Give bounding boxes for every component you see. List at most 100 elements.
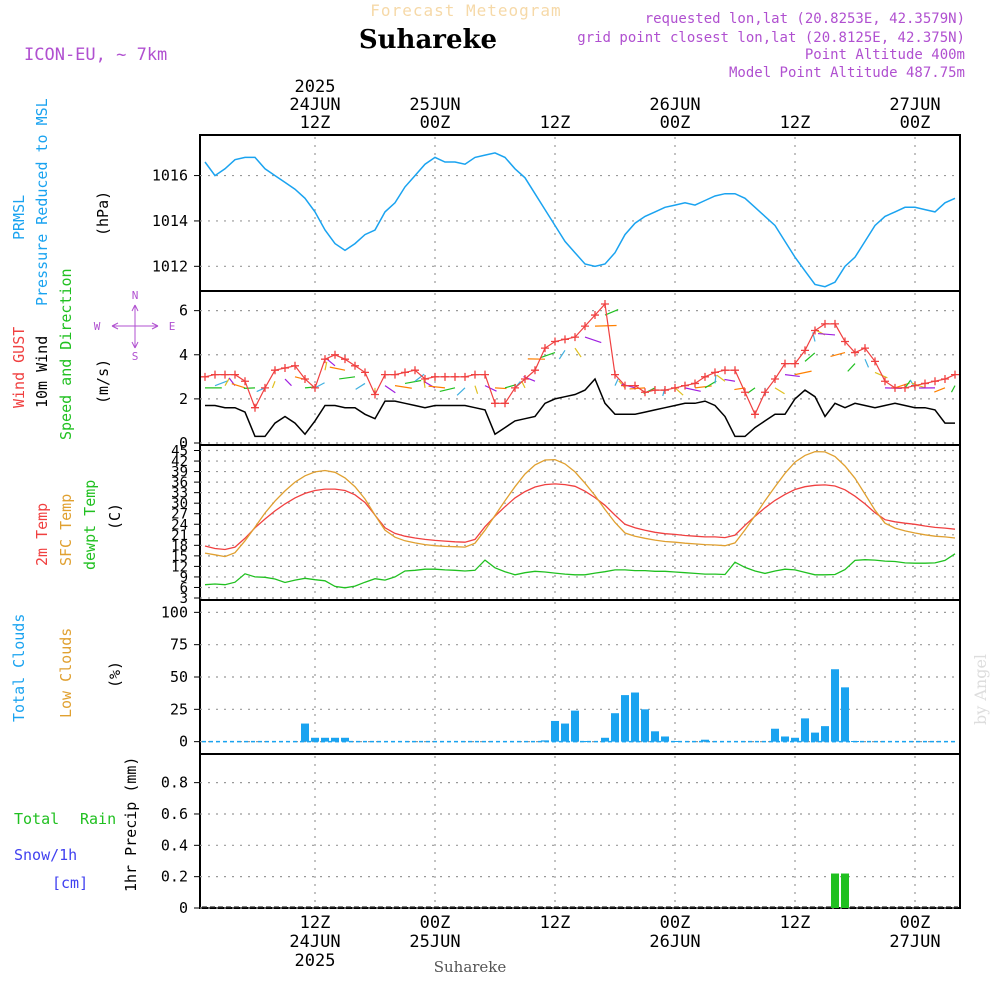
cloud-bar xyxy=(771,728,779,742)
temp-sfc-label: SFC Temp xyxy=(57,494,75,566)
top-time-label: 24JUN xyxy=(289,95,340,115)
gust-marker xyxy=(291,361,299,370)
gust-marker xyxy=(551,337,559,346)
wind-direction-arrow xyxy=(774,387,785,395)
gust-marker xyxy=(601,300,609,309)
gust-marker xyxy=(941,375,949,384)
cloud-bar xyxy=(611,713,619,742)
cloud-bar xyxy=(641,709,649,742)
wind-direction-arrow xyxy=(784,374,800,378)
gust-marker xyxy=(791,359,799,368)
wind-direction-arrow xyxy=(540,351,556,359)
y-tick-label: 6 xyxy=(180,580,188,596)
wind-direction-arrow xyxy=(694,385,712,389)
gust-marker xyxy=(561,335,569,344)
wind-direction-arrow xyxy=(894,382,910,389)
cloud-bar xyxy=(781,736,789,742)
wind-direction-arrow xyxy=(629,387,646,390)
y-tick-label: 1012 xyxy=(152,257,188,275)
wind-direction-arrow xyxy=(355,382,366,390)
bottom-time-label: 00Z xyxy=(900,913,931,933)
gust-marker xyxy=(831,319,839,328)
cloud-bar xyxy=(601,737,609,742)
y-tick-label: 0 xyxy=(179,434,188,452)
wind-direction-arrow xyxy=(456,387,466,396)
y-tick-label: 30 xyxy=(171,496,188,512)
gust-marker xyxy=(701,372,709,381)
cloud-bar xyxy=(791,737,799,742)
y-tick-label: 36 xyxy=(171,475,188,491)
gust-marker xyxy=(271,366,279,375)
precip-snow-unit: [cm] xyxy=(52,874,88,892)
cloud-bar xyxy=(821,726,829,742)
bottom-time-label: 25JUN xyxy=(409,932,460,952)
wind-speed-label: Speed and Direction xyxy=(57,268,75,440)
gust-marker xyxy=(541,344,549,353)
cloud-bar xyxy=(571,710,579,742)
gust-marker xyxy=(841,337,849,346)
y-tick-label: 12 xyxy=(171,559,188,575)
gust-marker xyxy=(591,311,599,320)
bottom-time-label: 27JUN xyxy=(889,932,940,952)
gust-marker xyxy=(881,377,889,386)
gust-marker xyxy=(521,375,529,384)
wind-direction-arrow xyxy=(950,385,956,393)
pressure-panel: 1012 1014 1016 xyxy=(152,152,956,288)
y-tick-label: 0.4 xyxy=(161,836,188,854)
model-label: ICON-EU, ~ 7km xyxy=(24,45,167,65)
gust-marker xyxy=(771,375,779,384)
wind-direction-arrow xyxy=(614,377,619,386)
compass-e: E xyxy=(169,320,176,333)
wind-direction-arrow xyxy=(439,387,456,392)
cloud-bar xyxy=(621,695,629,742)
bottom-time-label: 26JUN xyxy=(649,932,700,952)
gust-marker xyxy=(421,375,429,384)
wind-direction-arrow xyxy=(674,387,684,396)
gust-marker xyxy=(431,372,439,381)
precip-total-label: Total xyxy=(14,810,59,828)
gust-marker xyxy=(761,388,769,397)
wind-direction-arrow xyxy=(704,380,717,389)
gust-marker xyxy=(231,370,239,379)
gust-marker xyxy=(691,379,699,388)
y-tick-label: 100 xyxy=(161,603,188,621)
wind-direction-arrow xyxy=(724,378,736,382)
rain-bar xyxy=(831,873,839,908)
wind-direction-arrow xyxy=(934,387,946,393)
wind-direction-arrow xyxy=(864,358,870,368)
clouds-low-label: Low Clouds xyxy=(57,628,75,718)
top-time-label: 27JUN xyxy=(889,95,940,115)
top-time-label: 00Z xyxy=(660,113,691,133)
bottom-time-label: 24JUN xyxy=(289,932,340,952)
gust-marker xyxy=(931,377,939,386)
y-tick-label: 6 xyxy=(179,302,188,320)
gust-marker xyxy=(281,364,289,372)
y-tick-label: 50 xyxy=(170,668,188,686)
wind-direction-arrow xyxy=(414,373,425,382)
gust-marker xyxy=(651,386,659,395)
precip-unit: 1hr Precip (mm) xyxy=(122,757,140,892)
gust-marker xyxy=(331,350,339,359)
cloud-bar xyxy=(581,741,589,743)
gust-marker xyxy=(631,381,639,390)
y-tick-label: 0.6 xyxy=(161,805,188,823)
gust-marker xyxy=(741,388,749,397)
gust-marker xyxy=(491,399,499,408)
wind-10m-label: 10m Wind xyxy=(33,336,51,408)
gust-marker xyxy=(311,383,319,392)
gust-marker xyxy=(201,372,209,381)
cloud-bar xyxy=(851,741,859,743)
compass-n: N xyxy=(132,289,139,302)
wind-direction-arrow xyxy=(324,361,328,371)
gust-marker xyxy=(911,381,919,390)
y-tick-label: 27 xyxy=(171,507,188,523)
gust-marker xyxy=(661,386,669,395)
temp-2m-label: 2m Temp xyxy=(33,503,51,566)
cloud-bar xyxy=(651,731,659,742)
gust-marker xyxy=(341,355,349,364)
top-time-label: 12Z xyxy=(780,113,811,133)
gust-marker xyxy=(611,370,619,379)
gust-marker xyxy=(371,390,379,399)
